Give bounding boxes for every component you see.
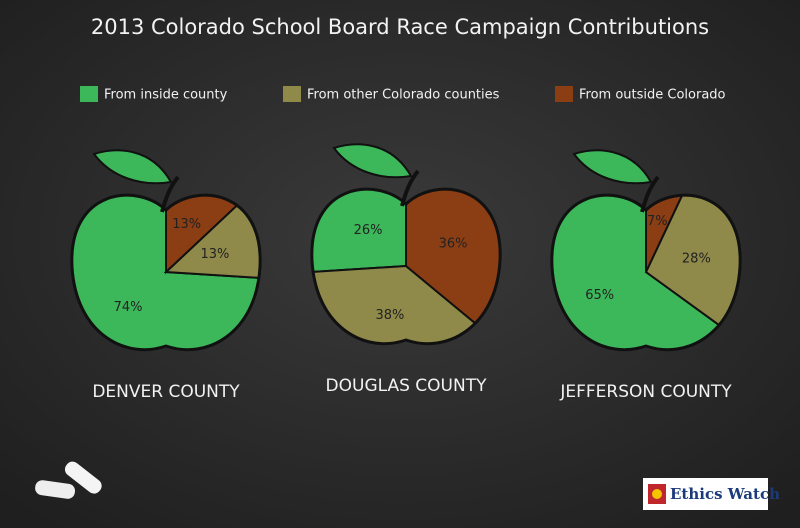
pie-slice bbox=[551, 195, 741, 350]
logo: Ethics Watch bbox=[643, 478, 780, 510]
apple-stem bbox=[400, 169, 420, 207]
pie-chart: 74% 13% 13% DENVER COUNTY bbox=[70, 149, 262, 402]
pie-slice bbox=[163, 195, 261, 284]
value-label: 13% bbox=[172, 217, 201, 232]
apple-stem bbox=[640, 175, 660, 213]
value-label: 7% bbox=[647, 214, 668, 229]
legend: From inside county From other Colorado co… bbox=[80, 86, 726, 103]
legend-swatch bbox=[555, 86, 573, 102]
pie-slice bbox=[165, 195, 261, 275]
pie-slice bbox=[405, 189, 501, 344]
value-label: 13% bbox=[200, 247, 229, 262]
value-label: 38% bbox=[375, 308, 404, 323]
value-label: 74% bbox=[114, 300, 143, 315]
apple-outline bbox=[550, 193, 742, 352]
pie-slice bbox=[644, 195, 741, 350]
value-label: 28% bbox=[682, 252, 711, 267]
value-label: 65% bbox=[585, 288, 614, 303]
chalk bbox=[35, 461, 102, 499]
apple-leaf bbox=[332, 143, 413, 179]
chart-subtitle: JEFFERSON COUNTY bbox=[559, 382, 732, 402]
apple-leaf bbox=[92, 149, 173, 185]
apple-outline bbox=[310, 187, 502, 346]
value-label: 36% bbox=[439, 236, 468, 251]
legend-label: From outside Colorado bbox=[579, 88, 726, 103]
pie-slice bbox=[645, 195, 716, 273]
apple-outline bbox=[70, 193, 262, 352]
chart-subtitle: DENVER COUNTY bbox=[92, 382, 240, 402]
apple-leaf bbox=[572, 149, 653, 185]
chart-title: 2013 Colorado School Board Race Campaign… bbox=[91, 15, 709, 39]
legend-swatch bbox=[80, 86, 98, 102]
legend-label: From other Colorado counties bbox=[307, 88, 500, 103]
legend-swatch bbox=[283, 86, 301, 102]
legend-label: From inside county bbox=[104, 88, 228, 103]
chart-subtitle: DOUGLAS COUNTY bbox=[326, 376, 488, 396]
logo-text: Ethics Watch bbox=[670, 485, 780, 503]
pie-chart: 65% 28% 7% JEFFERSON COUNTY bbox=[550, 149, 742, 402]
apple-stem bbox=[160, 175, 180, 213]
value-label: 26% bbox=[354, 223, 383, 238]
wedges bbox=[551, 195, 741, 350]
wedges bbox=[71, 195, 261, 350]
